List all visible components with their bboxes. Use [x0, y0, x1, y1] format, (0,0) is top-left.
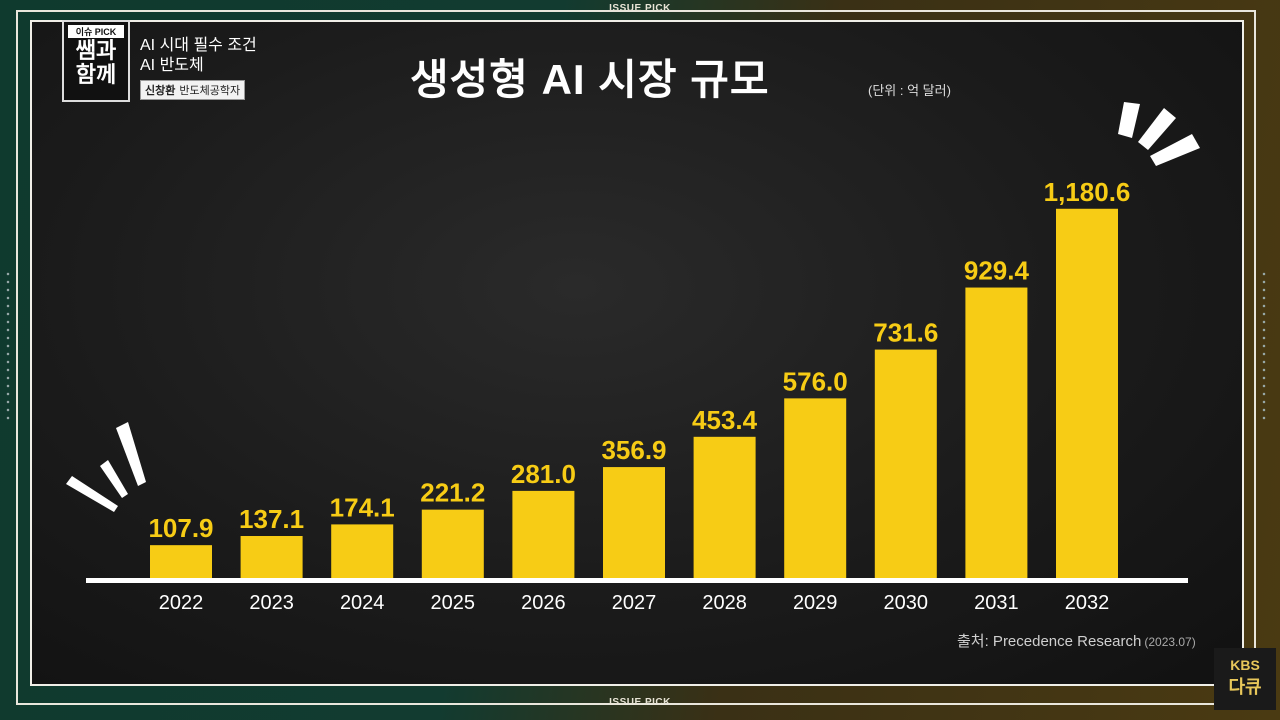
bars-group — [150, 208, 1118, 579]
bar-2023 — [240, 536, 303, 579]
x-tick-label-2026: 2026 — [521, 592, 566, 614]
value-label-2030: 731.6 — [873, 318, 938, 348]
value-labels-group: 107.9 137.1 174.1 221.2 281.0 356.9 453.4 576.0… — [148, 177, 1130, 543]
bar-2025 — [421, 509, 484, 579]
value-label-2022: 107.9 — [148, 513, 213, 543]
value-label-2027: 356.9 — [601, 435, 666, 465]
sparkle-left-icon — [66, 422, 146, 512]
bar-2022 — [150, 545, 212, 579]
program-badge: 이슈 PICK 쌤과 함께 — [62, 20, 130, 102]
bar-2027 — [603, 467, 665, 579]
value-label-2032: 1,180.6 — [1044, 177, 1131, 207]
x-tick-label-2031: 2031 — [974, 592, 1019, 614]
logo-line-1: KBS — [1230, 657, 1260, 673]
value-label-2024: 174.1 — [330, 492, 395, 522]
bar-2024 — [331, 524, 394, 579]
x-tick-label-2029: 2029 — [793, 592, 838, 614]
sparkle-right-icon — [1118, 102, 1200, 166]
x-tick-label-2025: 2025 — [431, 592, 476, 614]
x-tick-label-2028: 2028 — [702, 592, 747, 614]
x-tick-label-2022: 2022 — [159, 592, 204, 614]
x-tick-label-2027: 2027 — [612, 592, 657, 614]
bar-2029 — [784, 398, 847, 579]
x-tick-label-2023: 2023 — [249, 592, 294, 614]
outer-frame — [16, 10, 1256, 705]
x-axis-line — [86, 578, 1188, 583]
bar-2026 — [512, 490, 575, 579]
source-note: 출처: Precedence Research (2023.07) — [957, 630, 1196, 651]
value-label-2023: 137.1 — [239, 504, 304, 534]
value-label-2028: 453.4 — [692, 405, 758, 435]
x-tick-label-2024: 2024 — [340, 592, 385, 614]
x-tick-label-2032: 2032 — [1065, 592, 1110, 614]
source-label: 출처: Precedence Research — [957, 633, 1142, 650]
bottom-issue-pick-label: ISSUE PICK — [609, 697, 671, 708]
bar-2030 — [874, 349, 937, 579]
badge-issue-pick: 이슈 PICK — [68, 25, 124, 38]
chart-title: 생성형 AI 시장 규모 — [410, 56, 770, 103]
badge-line-3: 함께 — [75, 62, 117, 87]
value-label-2026: 281.0 — [511, 459, 576, 489]
topic-text: AI 시대 필수 조건 AI 반도체 — [140, 36, 257, 76]
right-dots-decoration — [1262, 270, 1266, 420]
left-dots-decoration — [6, 270, 10, 420]
presenter-title: 반도체공학자 — [179, 85, 241, 97]
x-tick-label-2030: 2030 — [884, 592, 929, 614]
presenter-name: 신창환 — [145, 85, 176, 97]
badge-line-2: 쌤과 — [75, 38, 117, 63]
bar-2032 — [1056, 208, 1118, 579]
x-labels-group: 2022 2023 2024 2025 2026 2027 2028 2029 2030 2031… — [159, 592, 1110, 614]
topic-line-2: AI 반도체 — [140, 57, 204, 74]
kbs-docu-logo: KBS 다큐 — [1214, 648, 1276, 710]
value-label-2031: 929.4 — [964, 256, 1030, 286]
bar-2031 — [965, 287, 1028, 579]
logo-line-2: 다큐 — [1228, 677, 1262, 697]
chart-unit: (단위 : 억 달러) — [868, 83, 951, 98]
value-label-2025: 221.2 — [420, 478, 485, 508]
source-date: (2023.07) — [1144, 635, 1196, 649]
bar-2028 — [693, 436, 756, 579]
top-issue-pick-label: ISSUE PICK — [609, 3, 671, 14]
value-label-2029: 576.0 — [783, 366, 848, 396]
presenter-tag: 신창환 반도체공학자 — [140, 80, 246, 100]
topic-line-1: AI 시대 필수 조건 — [140, 37, 257, 54]
